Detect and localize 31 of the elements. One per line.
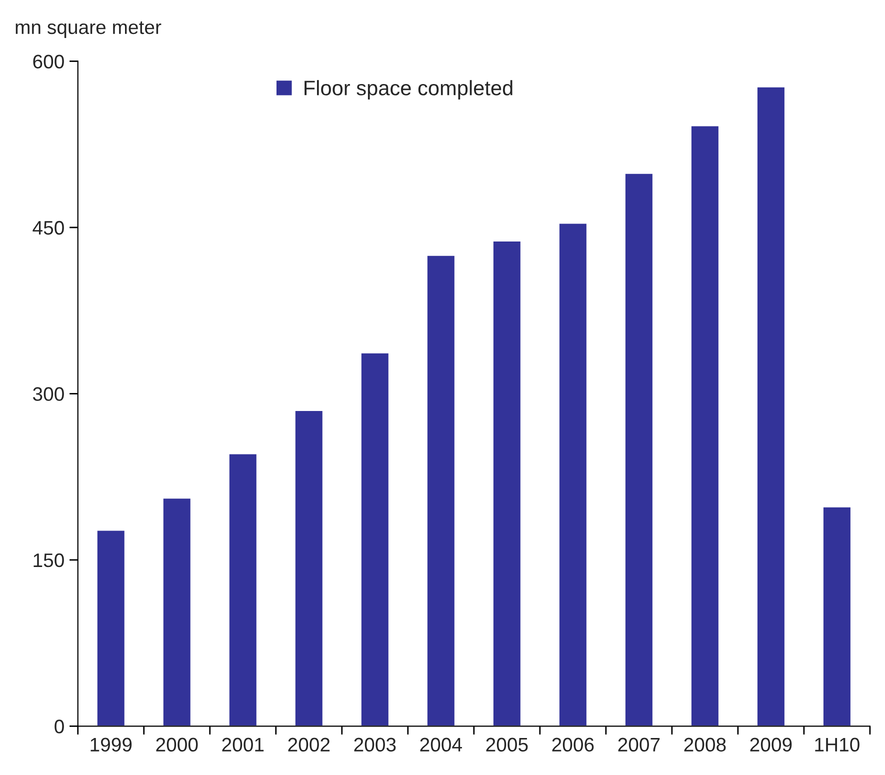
y-tick-label: 150 — [34, 553, 64, 568]
bar — [492, 240, 522, 726]
x-tick-label: 2002 — [288, 738, 330, 752]
x-tick-label: 1H10 — [815, 738, 860, 752]
x-tick-label: 2009 — [750, 738, 792, 752]
bar — [690, 124, 720, 726]
legend-label: Floor space completed — [304, 80, 512, 100]
y-axis-title: mn square meter — [16, 21, 162, 38]
x-tick-label: 2001 — [222, 738, 264, 752]
bar — [294, 410, 324, 726]
y-tick-label: 300 — [32, 387, 64, 401]
x-tick-label: 1999 — [90, 738, 132, 752]
x-tick-label: 2006 — [552, 738, 594, 752]
x-tick-label: 2005 — [486, 738, 528, 752]
x-tick-label: 2004 — [420, 738, 462, 752]
x-tick-label: 2003 — [354, 738, 396, 752]
x-tick-label: 2007 — [618, 738, 660, 752]
bar — [360, 352, 390, 726]
bar — [756, 86, 786, 726]
y-tick-label: 450 — [32, 220, 64, 235]
bar — [822, 506, 852, 726]
bar — [162, 497, 192, 726]
bar — [624, 172, 654, 726]
x-tick-label: 2008 — [684, 738, 726, 752]
bar — [558, 222, 588, 726]
bar — [228, 452, 258, 726]
bar — [96, 529, 126, 726]
y-tick-label: 600 — [33, 54, 64, 68]
bar — [426, 254, 456, 726]
y-tick-label: 0 — [54, 720, 64, 734]
x-tick-label: 2000 — [156, 738, 198, 752]
